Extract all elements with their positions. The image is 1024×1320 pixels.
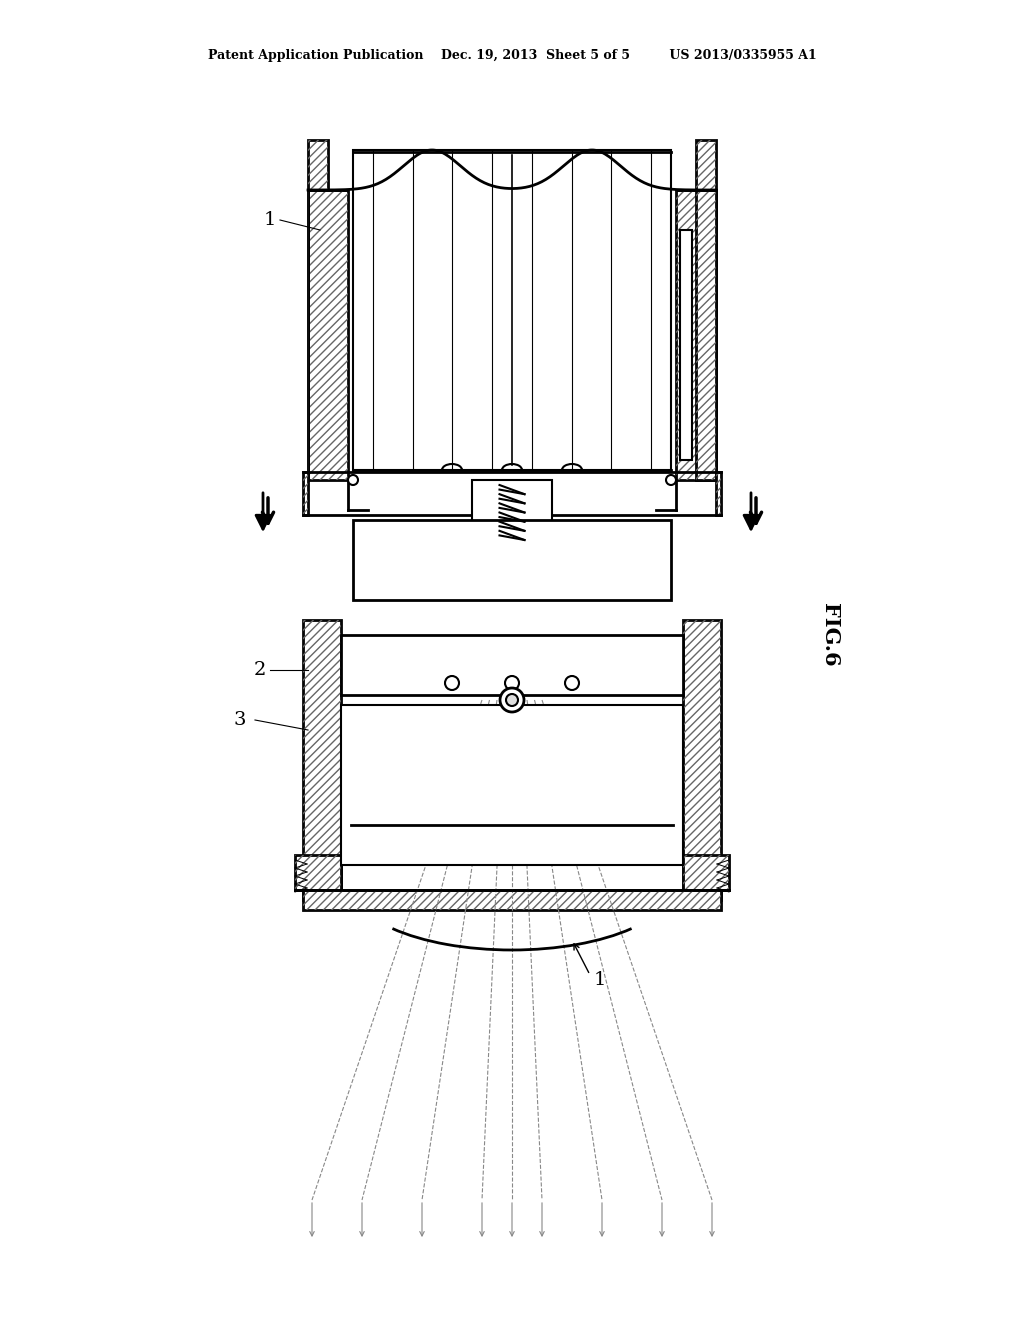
Polygon shape xyxy=(303,473,308,515)
Polygon shape xyxy=(676,190,716,480)
Text: Patent Application Publication    Dec. 19, 2013  Sheet 5 of 5         US 2013/03: Patent Application Publication Dec. 19, … xyxy=(208,49,816,62)
Text: 2: 2 xyxy=(254,661,266,678)
Circle shape xyxy=(445,676,459,690)
Circle shape xyxy=(505,676,519,690)
Circle shape xyxy=(506,694,518,706)
Polygon shape xyxy=(295,855,341,890)
Bar xyxy=(353,150,671,470)
Text: FIG.6: FIG.6 xyxy=(820,603,840,667)
Bar xyxy=(341,635,683,696)
Text: 1: 1 xyxy=(594,972,606,989)
Polygon shape xyxy=(303,890,721,909)
Polygon shape xyxy=(716,473,721,515)
Polygon shape xyxy=(696,190,716,480)
Polygon shape xyxy=(308,190,348,480)
Bar xyxy=(353,520,671,601)
Circle shape xyxy=(500,688,524,711)
Polygon shape xyxy=(303,620,341,900)
Circle shape xyxy=(348,475,358,484)
Circle shape xyxy=(666,475,676,484)
Polygon shape xyxy=(683,620,721,900)
Polygon shape xyxy=(696,140,716,190)
Bar xyxy=(472,480,552,550)
Polygon shape xyxy=(683,855,729,890)
Polygon shape xyxy=(308,190,328,480)
Text: 3: 3 xyxy=(233,711,246,729)
Bar xyxy=(341,705,683,865)
Circle shape xyxy=(565,676,579,690)
Text: 1: 1 xyxy=(264,211,276,228)
Bar xyxy=(680,230,692,459)
Polygon shape xyxy=(308,140,328,190)
